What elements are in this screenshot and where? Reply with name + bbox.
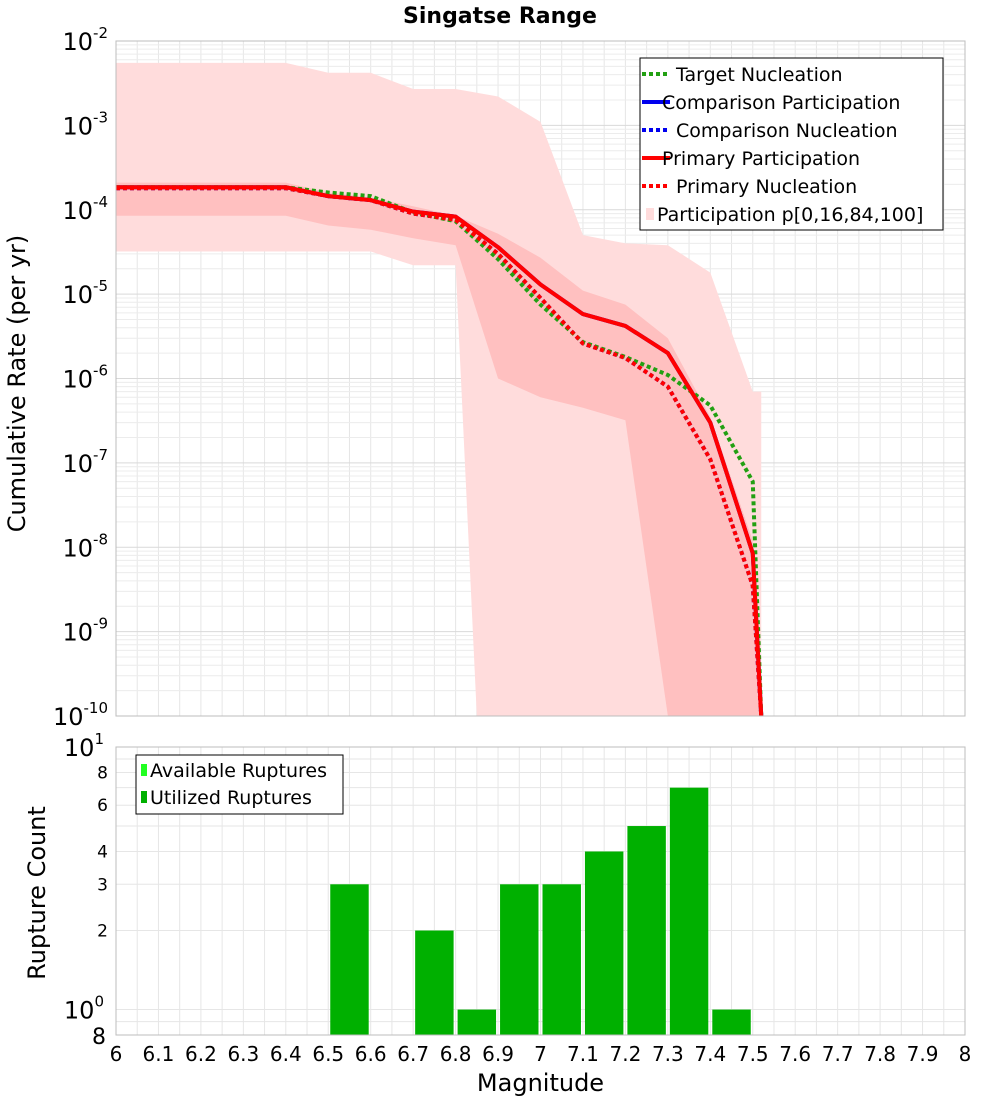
top-y-tick-label: 10-3 (62, 108, 108, 140)
x-tick-label: 8 (959, 1042, 972, 1066)
rupture-bar (584, 851, 624, 1035)
rupture-bar (669, 787, 709, 1035)
bottom-legend-swatch (141, 764, 147, 776)
top-legend-box (639, 57, 944, 231)
rupture-bar (415, 930, 454, 1035)
x-tick-label: 7.2 (609, 1042, 641, 1066)
top-y-tick-label: 10-8 (62, 530, 108, 562)
bottom-y-minor-tick-label: 2 (97, 922, 108, 942)
top-y-tick-label: 10-4 (62, 193, 108, 225)
top-y-tick-label: 10-7 (62, 446, 108, 478)
x-axis-label: Magnitude (477, 1069, 604, 1097)
rupture-bar (500, 884, 539, 1035)
top-y-axis-label: Cumulative Rate (per yr) (3, 235, 31, 533)
x-tick-label: 7.8 (864, 1042, 896, 1066)
top-y-tick-label: 10-2 (62, 24, 108, 56)
x-tick-label: 6.8 (440, 1042, 472, 1066)
x-tick-label: 6.7 (397, 1042, 429, 1066)
bottom-y-minor-tick-label: 8 (97, 763, 108, 783)
bottom-y-axis-label: Rupture Count (23, 806, 51, 980)
legend-label: Primary Participation (662, 148, 860, 170)
bottom-y-minor-tick-label: 3 (97, 875, 108, 895)
rupture-bar (542, 884, 581, 1035)
bottom-legend-label: Utilized Ruptures (150, 787, 312, 809)
x-tick-label: 7.1 (567, 1042, 599, 1066)
x-tick-label: 6.6 (355, 1042, 387, 1066)
legend-label: Comparison Participation (662, 92, 900, 114)
band-outer-p0-p100 (116, 62, 762, 716)
bottom-legend-box (135, 754, 344, 815)
rupture-bar (712, 1009, 751, 1035)
top-y-tick-label: 10-5 (62, 277, 108, 309)
bottom-y-minor-tick-label: 4 (97, 842, 108, 862)
x-tick-label: 6.1 (143, 1042, 175, 1066)
bottom-y-minor-tick-label: 6 (97, 796, 108, 816)
bottom-y-major-tick-label: 101 (64, 730, 104, 762)
top-y-tick-label: 10-6 (62, 362, 108, 394)
x-tick-label: 7.9 (907, 1042, 939, 1066)
bottom-plot-border (115, 746, 966, 1036)
legend-label: Target Nucleation (675, 64, 843, 86)
x-tick-label: 6.2 (185, 1042, 217, 1066)
bottom-y-major-tick-label: 100 (64, 993, 104, 1025)
x-tick-label: 7.7 (822, 1042, 854, 1066)
x-tick-label: 6 (110, 1042, 123, 1066)
band-inner-p16-p84 (116, 182, 762, 716)
x-tick-label: 7.4 (694, 1042, 726, 1066)
chart-title: Singatse Range (403, 4, 597, 29)
rupture-bar (457, 1009, 497, 1035)
legend-label: Comparison Nucleation (676, 120, 898, 142)
top-y-tick-label: 10-10 (53, 699, 108, 731)
rupture-bar (627, 826, 666, 1035)
bottom-legend-swatch (141, 791, 147, 803)
x-tick-label: 6.9 (482, 1042, 514, 1066)
x-tick-label: 6.5 (312, 1042, 344, 1066)
x-tick-label: 7.3 (652, 1042, 684, 1066)
legend-label: Participation p[0,16,84,100] (657, 204, 923, 226)
x-tick-label: 6.3 (227, 1042, 259, 1066)
bottom-y-minor-tick-label: 8 (92, 1025, 106, 1050)
x-tick-label: 7.5 (737, 1042, 769, 1066)
x-tick-label: 7.6 (779, 1042, 811, 1066)
top-plot-border (115, 40, 966, 717)
series-line-primary-nucleation (116, 186, 764, 717)
bottom-legend-label: Available Ruptures (150, 760, 327, 782)
rupture-bar (330, 884, 369, 1035)
x-tick-label: 6.4 (270, 1042, 302, 1066)
legend-swatch-band (646, 208, 654, 220)
series-line-target-nucleation (116, 185, 764, 717)
x-tick-label: 7 (534, 1042, 547, 1066)
legend-label: Primary Nucleation (676, 176, 857, 198)
top-y-tick-label: 10-9 (62, 615, 108, 647)
